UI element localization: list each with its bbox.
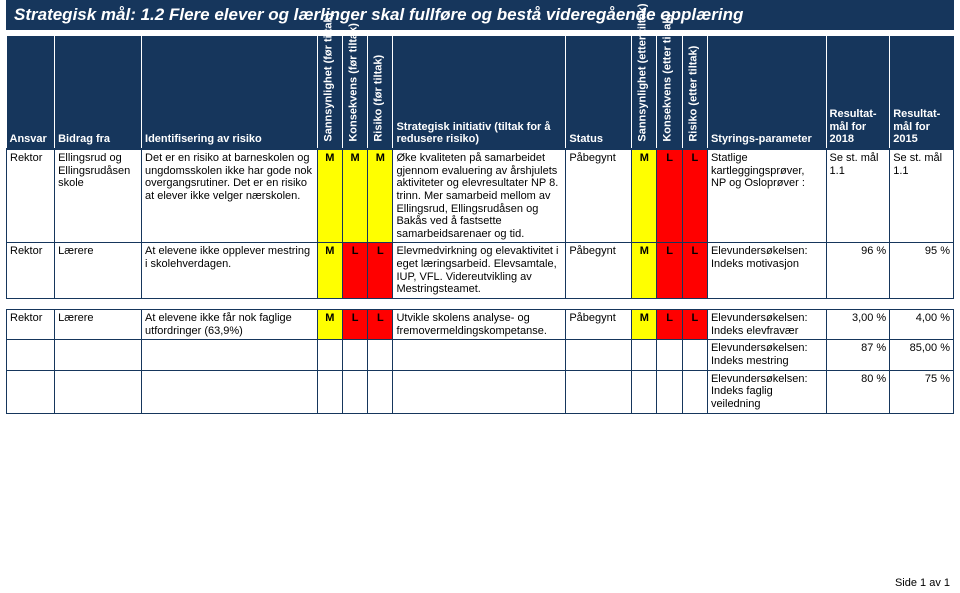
page-footer: Side 1 av 1	[895, 577, 950, 589]
col-mal2018: Resultat-mål for 2018	[826, 36, 890, 149]
table-row: Rektor Lærere At elevene ikke får nok fa…	[7, 310, 954, 340]
page-title: Strategisk mål: 1.2 Flere elever og lærl…	[6, 0, 954, 30]
cell-kf: L	[342, 243, 367, 299]
cell-bidrag: Ellingsrud og Ellingsrudåsen skole	[55, 149, 142, 243]
cell-m2018: 80 %	[826, 370, 890, 413]
cell-init: Elevmedvirkning og elevaktivitet i eget …	[393, 243, 566, 299]
cell-kf: L	[342, 310, 367, 340]
cell-param: Elevundersøkelsen: Indeks elevfravær	[707, 310, 826, 340]
cell-m2018: 3,00 %	[826, 310, 890, 340]
table-row: Rektor Lærere At elevene ikke opplever m…	[7, 243, 954, 299]
cell-se: M	[632, 243, 657, 299]
cell-rf: L	[368, 310, 393, 340]
cell-bidrag: Lærere	[55, 310, 142, 340]
cell-ident: At elevene ikke får nok faglige utfordri…	[142, 310, 318, 340]
cell-param: Elevundersøkelsen: Indeks motivasjon	[707, 243, 826, 299]
cell-sf: M	[317, 310, 342, 340]
cell-ansvar: Rektor	[7, 243, 55, 299]
cell-ident: At elevene ikke opplever mestring i skol…	[142, 243, 318, 299]
cell-init: Øke kvaliteten på samarbeidet gjennom ev…	[393, 149, 566, 243]
col-init: Strategisk initiativ (tiltak for å redus…	[393, 36, 566, 149]
cell-ke: L	[657, 310, 682, 340]
col-risk-for: Risiko (før tiltak)	[368, 36, 393, 149]
col-kons-ett: Konsekvens (etter tiltak)	[657, 36, 682, 149]
table-row: Rektor Ellingsrud og Ellingsrudåsen skol…	[7, 149, 954, 243]
cell-m2018: 96 %	[826, 243, 890, 299]
cell-bidrag: Lærere	[55, 243, 142, 299]
cell-param: Elevundersøkelsen: Indeks faglig veiledn…	[707, 370, 826, 413]
table-row: Elevundersøkelsen: Indeks mestring 87 % …	[7, 340, 954, 370]
cell-sf: M	[317, 243, 342, 299]
col-ident: Identifisering av risiko	[142, 36, 318, 149]
cell-m2018: Se st. mål 1.1	[826, 149, 890, 243]
cell-m2015: Se st. mål 1.1	[890, 149, 954, 243]
cell-ke: L	[657, 149, 682, 243]
rot-label: Konsekvens (før tiltak)	[347, 23, 360, 142]
col-status: Status	[566, 36, 632, 149]
cell-m2015: 75 %	[890, 370, 954, 413]
cell-status: Påbegynt	[566, 310, 632, 340]
col-param: Styrings-parameter	[707, 36, 826, 149]
cell-ansvar: Rektor	[7, 310, 55, 340]
cell-re: L	[682, 310, 707, 340]
cell-ansvar: Rektor	[7, 149, 55, 243]
cell-re: L	[682, 149, 707, 243]
cell-rf: M	[368, 149, 393, 243]
cell-m2018: 87 %	[826, 340, 890, 370]
rot-label: Sannsynlighet (før tiltak)	[322, 13, 335, 142]
col-kons-for: Konsekvens (før tiltak)	[342, 36, 367, 149]
cell-status: Påbegynt	[566, 149, 632, 243]
col-bidrag: Bidrag fra	[55, 36, 142, 149]
col-ansvar: Ansvar	[7, 36, 55, 149]
cell-se: M	[632, 310, 657, 340]
cell-param: Elevundersøkelsen: Indeks mestring	[707, 340, 826, 370]
rot-label: Risiko (før tiltak)	[373, 55, 386, 142]
spacer	[7, 299, 954, 310]
cell-se: M	[632, 149, 657, 243]
cell-status: Påbegynt	[566, 243, 632, 299]
col-sann-for: Sannsynlighet (før tiltak)	[317, 36, 342, 149]
rot-label: Konsekvens (etter tiltak)	[662, 14, 675, 142]
cell-re: L	[682, 243, 707, 299]
cell-init: Utvikle skolens analyse- og fremovermeld…	[393, 310, 566, 340]
col-sann-ett: Sannsynlighet (etter tiltak)	[632, 36, 657, 149]
cell-ident: Det er en risiko at barneskolen og ungdo…	[142, 149, 318, 243]
cell-kf: M	[342, 149, 367, 243]
col-risk-ett: Risiko (etter tiltak)	[682, 36, 707, 149]
col-mal2015: Resultat-mål for 2015	[890, 36, 954, 149]
cell-m2015: 95 %	[890, 243, 954, 299]
cell-m2015: 85,00 %	[890, 340, 954, 370]
cell-sf: M	[317, 149, 342, 243]
cell-param: Statlige kartleggingsprøver, NP og Oslop…	[707, 149, 826, 243]
cell-ke: L	[657, 243, 682, 299]
table-row: Elevundersøkelsen: Indeks faglig veiledn…	[7, 370, 954, 413]
rot-label: Sannsynlighet (etter tiltak)	[637, 4, 650, 142]
cell-m2015: 4,00 %	[890, 310, 954, 340]
cell-rf: L	[368, 243, 393, 299]
risk-table: Ansvar Bidrag fra Identifisering av risi…	[6, 36, 954, 414]
header-row: Ansvar Bidrag fra Identifisering av risi…	[7, 36, 954, 149]
rot-label: Risiko (etter tiltak)	[687, 46, 700, 142]
page: Strategisk mål: 1.2 Flere elever og lærl…	[0, 0, 960, 593]
